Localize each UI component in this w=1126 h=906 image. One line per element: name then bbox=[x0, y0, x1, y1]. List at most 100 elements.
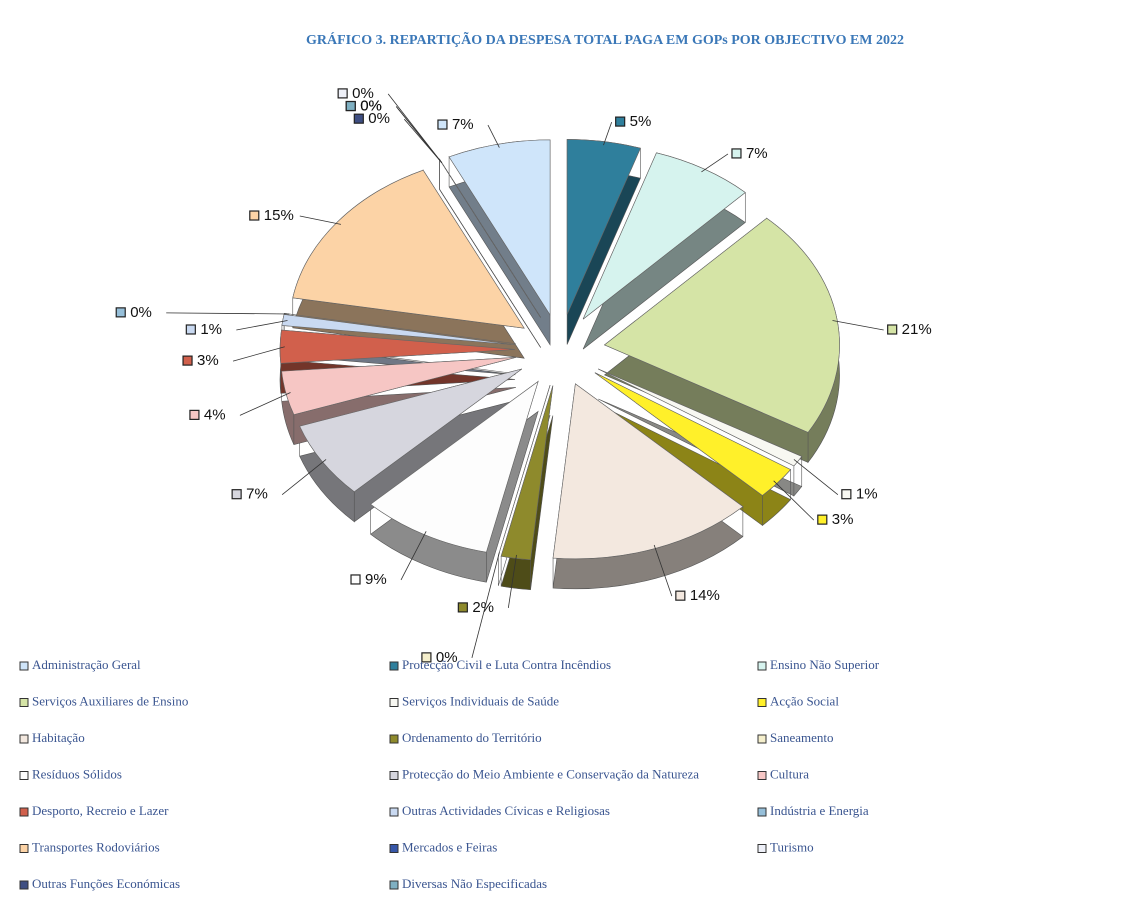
slice bbox=[498, 385, 551, 556]
slice bbox=[582, 152, 746, 320]
leader-line bbox=[603, 121, 613, 146]
slice bbox=[598, 368, 803, 467]
slice bbox=[370, 380, 539, 553]
legend-label: Outras Funções Económicas bbox=[32, 876, 180, 891]
label-swatch bbox=[182, 355, 193, 366]
legend-label: Resíduos Sólidos bbox=[32, 766, 122, 781]
data-label: 9% bbox=[365, 571, 387, 588]
legend-label: Protecção Civil e Luta Contra Incêndios bbox=[402, 657, 611, 672]
leader-line bbox=[239, 392, 291, 416]
slice bbox=[281, 314, 516, 346]
data-label: 7% bbox=[246, 486, 268, 503]
data-label: 1% bbox=[856, 486, 878, 503]
legend-swatch bbox=[19, 880, 29, 890]
slice bbox=[284, 313, 516, 345]
legend-label: Acção Social bbox=[770, 693, 839, 708]
label-swatch bbox=[887, 324, 898, 335]
legend-label: Ensino Não Superior bbox=[770, 657, 880, 672]
data-label: 0% bbox=[352, 85, 374, 102]
leader-line bbox=[773, 480, 815, 521]
legend-label: Transportes Rodoviários bbox=[32, 839, 160, 854]
label-swatch bbox=[231, 489, 242, 500]
data-label: 0% bbox=[360, 98, 382, 115]
data-label: 1% bbox=[200, 321, 222, 338]
slice bbox=[566, 139, 641, 315]
label-swatch bbox=[353, 113, 364, 124]
leader-line bbox=[701, 153, 729, 173]
label-swatch bbox=[421, 652, 432, 663]
data-label: 7% bbox=[452, 116, 474, 133]
data-label: 7% bbox=[746, 145, 768, 162]
legend-label: Saneamento bbox=[770, 730, 834, 745]
legend-swatch bbox=[389, 661, 399, 671]
leader-line bbox=[236, 320, 288, 331]
label-swatch bbox=[457, 602, 468, 613]
label-swatch bbox=[350, 574, 361, 585]
legend-swatch bbox=[757, 844, 767, 853]
legend-label: Habitação bbox=[32, 730, 85, 745]
legend-swatch bbox=[389, 844, 399, 853]
leader-line bbox=[653, 544, 673, 597]
label-swatch bbox=[615, 116, 626, 127]
label-swatch bbox=[337, 88, 348, 99]
data-label: 3% bbox=[832, 511, 854, 528]
slice bbox=[594, 372, 792, 496]
data-label: 0% bbox=[436, 649, 458, 666]
slice bbox=[292, 169, 525, 329]
legend-label: Protecção do Meio Ambiente e Conservação… bbox=[402, 766, 699, 781]
slice bbox=[552, 383, 744, 560]
legend-swatch bbox=[389, 771, 399, 780]
label-swatch bbox=[249, 210, 260, 221]
label-swatch bbox=[189, 409, 200, 420]
slice bbox=[448, 139, 551, 316]
leader-line bbox=[507, 554, 517, 608]
slice bbox=[281, 357, 517, 415]
legend-label: Serviços Auxiliares de Ensino bbox=[32, 693, 188, 708]
label-swatch bbox=[731, 148, 742, 159]
label-swatch bbox=[345, 100, 356, 112]
leader-line bbox=[166, 312, 289, 315]
slice bbox=[299, 368, 522, 493]
legend-label: Cultura bbox=[770, 766, 809, 781]
legend-swatch bbox=[19, 698, 29, 707]
legend-swatch bbox=[389, 807, 399, 817]
leader-line bbox=[395, 106, 442, 163]
legend-label: Outras Actividades Cívicas e Religiosas bbox=[402, 803, 610, 818]
data-label: 0% bbox=[360, 98, 382, 115]
slice bbox=[439, 159, 541, 318]
data-label: 3% bbox=[197, 352, 219, 369]
legend-label: Administração Geral bbox=[32, 657, 141, 672]
legend-swatch bbox=[757, 661, 767, 671]
leader-line bbox=[793, 459, 839, 496]
data-label: 4% bbox=[204, 406, 226, 423]
legend-swatch bbox=[757, 771, 767, 780]
label-swatch bbox=[437, 119, 448, 130]
legend-swatch bbox=[19, 807, 29, 817]
legend-swatch bbox=[19, 771, 29, 780]
leader-line bbox=[232, 346, 285, 362]
legend-label: Turismo bbox=[770, 839, 814, 854]
legend-swatch bbox=[757, 807, 767, 817]
label-swatch bbox=[817, 514, 828, 525]
label-swatch bbox=[841, 489, 852, 500]
label-swatch bbox=[675, 590, 686, 601]
slice bbox=[603, 217, 840, 433]
legend-swatch bbox=[389, 734, 399, 744]
legend-label: Mercados e Feiras bbox=[402, 839, 497, 854]
data-label: 0% bbox=[130, 304, 152, 321]
leader-line bbox=[487, 124, 500, 148]
legend-label: Diversas Não Especificadas bbox=[402, 876, 547, 891]
data-label: 5% bbox=[630, 113, 652, 130]
label-swatch bbox=[185, 324, 196, 335]
leader-line bbox=[471, 552, 500, 658]
legend-label: Desporto, Recreio e Lazer bbox=[32, 803, 169, 818]
slice bbox=[279, 329, 516, 364]
chart-title: GRÁFICO 3. REPARTIÇÃO DA DESPESA TOTAL P… bbox=[306, 30, 904, 48]
legend-swatch bbox=[389, 880, 399, 890]
leader-line bbox=[281, 459, 327, 496]
legend-label: Serviços Individuais de Saúde bbox=[402, 693, 559, 708]
data-label: 2% bbox=[472, 599, 494, 616]
data-label: 15% bbox=[264, 207, 294, 224]
legend-swatch bbox=[19, 844, 29, 853]
